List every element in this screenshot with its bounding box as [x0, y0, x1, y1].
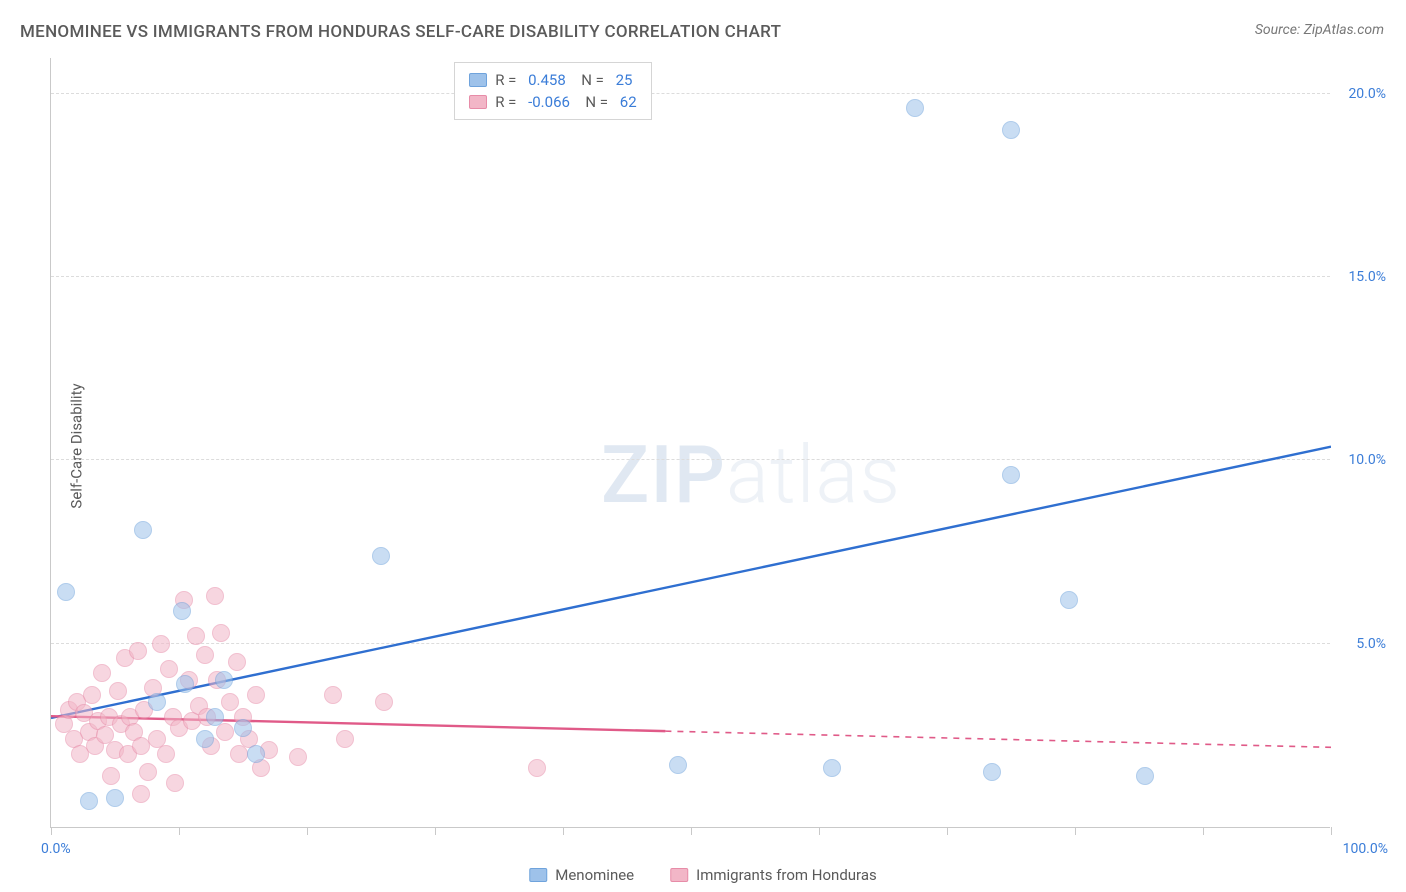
data-point [132, 785, 150, 803]
legend-label: Menominee [555, 866, 634, 884]
data-point [823, 759, 841, 777]
data-point [289, 748, 307, 766]
y-tick-label: 5.0% [1356, 636, 1386, 652]
data-point [228, 653, 246, 671]
data-point [132, 737, 150, 755]
data-point [157, 745, 175, 763]
scatter-plot: ZIPatlas 5.0%10.0%15.0%20.0%0.0%100.0%R … [50, 58, 1330, 828]
data-point [173, 602, 191, 620]
x-tick [563, 827, 564, 835]
data-point [669, 756, 687, 774]
data-point [102, 767, 120, 785]
data-point [372, 547, 390, 565]
legend-swatch-icon [670, 868, 688, 882]
data-point [160, 660, 178, 678]
data-point [80, 792, 98, 810]
data-point [336, 730, 354, 748]
data-point [375, 693, 393, 711]
data-point [216, 723, 234, 741]
data-point [528, 759, 546, 777]
data-point [196, 646, 214, 664]
stat-r-key: R = [495, 91, 520, 113]
gridline [51, 93, 1330, 94]
data-point [206, 587, 224, 605]
stat-r-value: 0.458 [528, 69, 566, 91]
stat-n-value: 62 [620, 91, 637, 113]
data-point [134, 521, 152, 539]
data-point [247, 745, 265, 763]
gridline [51, 459, 1330, 460]
x-tick [1203, 827, 1204, 835]
data-point [106, 789, 124, 807]
data-point [906, 99, 924, 117]
y-tick-label: 15.0% [1348, 269, 1386, 285]
data-point [196, 730, 214, 748]
x-tick [819, 827, 820, 835]
page-title: MENOMINEE VS IMMIGRANTS FROM HONDURAS SE… [20, 22, 781, 42]
stats-swatch-icon [469, 73, 487, 87]
x-tick-label: 100.0% [1343, 841, 1388, 857]
stat-n-value: 25 [616, 69, 633, 91]
data-point [187, 627, 205, 645]
data-point [206, 708, 224, 726]
data-point [983, 763, 1001, 781]
data-point [215, 671, 233, 689]
stats-row: R = -0.066 N = 62 [469, 91, 636, 113]
stat-r-value: -0.066 [528, 91, 570, 113]
watermark-bold: ZIP [601, 428, 726, 522]
x-tick [435, 827, 436, 835]
data-point [93, 664, 111, 682]
x-tick [51, 827, 52, 835]
gridline [51, 643, 1330, 644]
data-point [247, 686, 265, 704]
data-point [109, 682, 127, 700]
x-tick [1075, 827, 1076, 835]
x-tick [307, 827, 308, 835]
data-point [221, 693, 239, 711]
data-point [83, 686, 101, 704]
stat-n-key: N = [578, 91, 612, 113]
legend-label: Immigrants from Honduras [696, 866, 877, 884]
gridline [51, 276, 1330, 277]
data-point [152, 635, 170, 653]
x-tick-label: 0.0% [41, 841, 71, 857]
data-point [139, 763, 157, 781]
stat-r-key: R = [495, 69, 520, 91]
legend: Menominee Immigrants from Honduras [529, 866, 877, 884]
watermark: ZIPatlas [601, 428, 901, 522]
legend-item-menominee: Menominee [529, 866, 634, 884]
legend-item-honduras: Immigrants from Honduras [670, 866, 877, 884]
stats-swatch-icon [469, 95, 487, 109]
data-point [324, 686, 342, 704]
stats-box: R = 0.458 N = 25R = -0.066 N = 62 [454, 62, 651, 120]
data-point [1002, 121, 1020, 139]
stats-row: R = 0.458 N = 25 [469, 69, 636, 91]
data-point [1060, 591, 1078, 609]
data-point [1002, 466, 1020, 484]
legend-swatch-icon [529, 868, 547, 882]
data-point [148, 693, 166, 711]
y-tick-label: 10.0% [1348, 452, 1386, 468]
data-point [176, 675, 194, 693]
data-point [1136, 767, 1154, 785]
y-tick-label: 20.0% [1348, 86, 1386, 102]
x-tick [947, 827, 948, 835]
source-attribution: Source: ZipAtlas.com [1255, 22, 1384, 38]
data-point [57, 583, 75, 601]
data-point [166, 774, 184, 792]
stat-n-key: N = [574, 69, 608, 91]
data-point [212, 624, 230, 642]
x-tick [1331, 827, 1332, 835]
x-tick [179, 827, 180, 835]
data-point [234, 719, 252, 737]
x-tick [691, 827, 692, 835]
data-point [129, 642, 147, 660]
watermark-light: atlas [726, 428, 901, 522]
